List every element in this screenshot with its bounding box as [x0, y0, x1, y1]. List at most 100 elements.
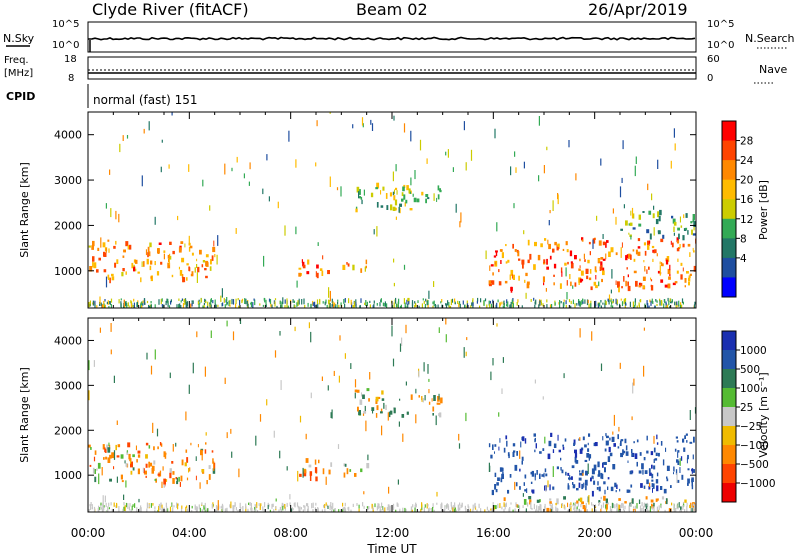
data-cell — [653, 502, 655, 508]
data-cell — [688, 275, 691, 278]
data-cell — [364, 405, 366, 412]
clutter-cell — [291, 507, 293, 511]
clutter-cell — [210, 304, 212, 308]
noise-cell — [352, 124, 354, 129]
data-cell — [639, 452, 642, 456]
power-ytick-label: 4000 — [54, 129, 82, 142]
data-cell — [172, 478, 175, 484]
station-title: Clyde River (fitACF) — [92, 0, 249, 19]
clutter-cell — [334, 508, 336, 512]
clutter-cell — [165, 300, 167, 306]
noise-cell — [602, 234, 604, 239]
clutter-cell — [101, 507, 103, 510]
data-cell — [319, 268, 323, 271]
data-cell — [620, 440, 622, 446]
clutter-cell — [142, 300, 144, 304]
clutter-cell — [340, 302, 342, 306]
clutter-cell — [666, 304, 669, 308]
noise-cell — [623, 204, 625, 209]
clutter-cell — [253, 298, 255, 301]
clutter-cell — [304, 304, 306, 308]
clutter-cell — [314, 507, 316, 510]
clutter-cell — [484, 298, 487, 302]
data-cell — [148, 445, 151, 449]
clutter-cell — [673, 503, 675, 507]
data-cell — [642, 211, 645, 213]
clutter-cell — [641, 502, 643, 507]
data-cell — [566, 280, 568, 286]
noise-cell — [403, 264, 406, 270]
data-cell — [114, 262, 117, 268]
clutter-cell — [414, 301, 416, 304]
data-cell — [602, 462, 604, 468]
clutter-cell — [552, 509, 554, 512]
data-cell — [491, 280, 495, 285]
data-cell — [626, 267, 628, 270]
noise-cell — [150, 365, 153, 375]
clutter-cell — [527, 502, 529, 507]
clutter-cell — [149, 304, 151, 308]
clutter-cell — [104, 299, 106, 302]
clutter-cell — [244, 298, 246, 304]
clutter-cell — [600, 305, 602, 308]
clutter-cell — [326, 504, 328, 508]
data-cell — [525, 272, 528, 277]
data-cell — [574, 449, 577, 454]
data-cell — [178, 266, 180, 270]
data-cell — [646, 229, 650, 234]
data-cell — [555, 502, 557, 506]
noise-cell — [620, 247, 622, 258]
data-cell — [680, 262, 683, 266]
data-cell — [603, 495, 606, 501]
noise-cell — [515, 167, 517, 173]
clutter-cell — [623, 509, 625, 512]
data-cell — [509, 474, 512, 478]
clutter-cell — [233, 506, 235, 510]
clutter-cell — [630, 503, 633, 506]
data-cell — [491, 489, 494, 496]
noise-cell — [619, 362, 621, 369]
noise-cell — [217, 235, 219, 246]
data-cell — [169, 468, 172, 474]
data-cell — [343, 472, 346, 478]
clutter-cell — [130, 509, 132, 512]
noise-cell — [534, 379, 536, 384]
clutter-cell — [576, 506, 578, 510]
clutter-cell — [563, 299, 565, 302]
data-cell — [679, 467, 681, 473]
noise-cell — [350, 363, 352, 369]
clutter-cell — [191, 509, 193, 512]
clutter-cell — [454, 298, 456, 303]
noise-cell — [296, 280, 298, 288]
data-cell — [656, 485, 659, 492]
clutter-cell — [459, 502, 461, 506]
data-cell — [631, 453, 634, 457]
clutter-cell — [610, 299, 612, 302]
data-cell — [377, 396, 381, 399]
data-cell — [602, 258, 606, 261]
clutter-cell — [540, 507, 542, 512]
noise-cell — [557, 194, 559, 205]
data-cell — [650, 277, 652, 280]
noise-cell — [582, 472, 584, 476]
data-cell — [649, 233, 652, 240]
data-cell — [437, 402, 441, 405]
clutter-cell — [103, 303, 105, 308]
noise-cell — [674, 143, 676, 151]
data-cell — [354, 392, 356, 399]
noise-cell — [224, 377, 226, 384]
data-cell — [594, 266, 597, 272]
data-cell — [666, 465, 670, 471]
clutter-cell — [235, 507, 237, 511]
data-cell — [512, 443, 516, 447]
clutter-cell — [414, 504, 416, 511]
data-cell — [574, 282, 577, 287]
clutter-cell — [647, 506, 649, 512]
clutter-cell — [378, 503, 380, 508]
data-cell — [553, 274, 555, 277]
clutter-cell — [284, 507, 286, 511]
clutter-cell — [136, 301, 138, 307]
data-cell — [557, 243, 560, 247]
clutter-cell — [464, 505, 466, 510]
